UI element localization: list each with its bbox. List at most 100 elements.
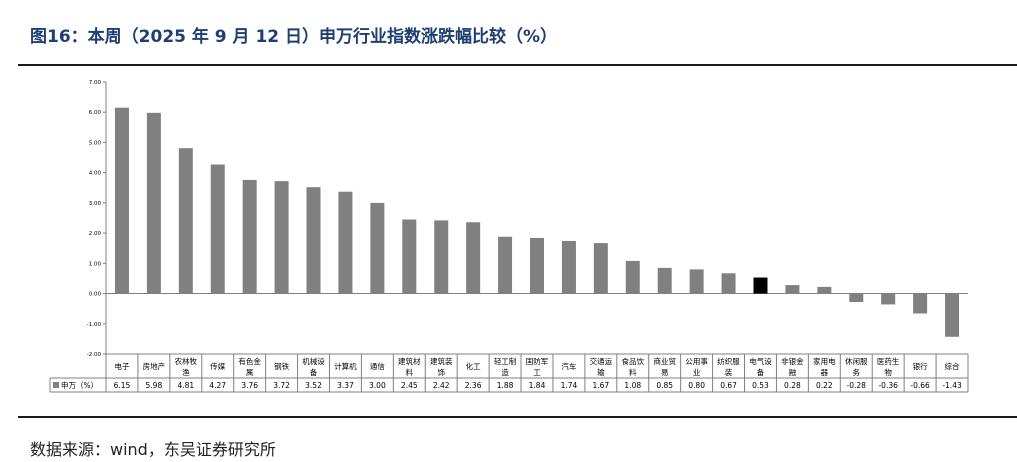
bar — [657, 267, 672, 294]
bar — [913, 293, 928, 314]
bar — [242, 179, 257, 294]
bar — [530, 237, 544, 294]
data-value-label: 0.53 — [752, 381, 769, 390]
category-label: 食品饮 — [622, 356, 645, 366]
category-label: 装 — [725, 367, 733, 377]
data-value-label: 3.76 — [241, 381, 258, 390]
bar — [434, 220, 449, 294]
category-label: 汽车 — [561, 361, 576, 371]
bar — [817, 286, 832, 294]
data-value-label: 2.45 — [401, 381, 418, 390]
bar — [849, 293, 864, 303]
bar — [753, 277, 768, 294]
category-label: 务 — [853, 367, 861, 377]
data-value-label: -0.28 — [847, 381, 867, 390]
category-label: 休闲服 — [845, 356, 868, 366]
bar — [338, 191, 353, 294]
category-label: 电气设 — [749, 356, 772, 366]
data-value-label: 3.52 — [305, 381, 322, 390]
y-tick-label: 1.00 — [89, 261, 102, 267]
category-label: 非银金 — [781, 356, 804, 366]
data-value-label: 0.67 — [720, 381, 737, 390]
y-tick-label: 2.00 — [89, 231, 102, 237]
category-label: 属 — [246, 368, 254, 377]
bar — [498, 236, 513, 294]
y-tick-label: -2.00 — [87, 352, 102, 358]
data-value-label: 4.27 — [209, 381, 226, 390]
category-label: 料 — [406, 367, 414, 377]
bar — [881, 293, 896, 305]
data-value-label: 0.22 — [816, 381, 833, 390]
category-label: 工 — [533, 368, 541, 377]
category-label: 料 — [629, 367, 637, 377]
bar — [561, 240, 576, 294]
top-divider — [18, 64, 1017, 66]
category-label: 家用电 — [813, 356, 836, 366]
data-value-label: 3.00 — [369, 381, 386, 390]
category-label: 建筑材 — [398, 356, 421, 366]
category-label: 公用事 — [685, 356, 708, 366]
bar — [689, 269, 704, 294]
legend-label: 申万（%） — [61, 380, 98, 390]
category-label: 商业贸 — [653, 356, 676, 366]
category-label: 器 — [821, 368, 829, 377]
y-tick-label: 5.00 — [89, 140, 102, 146]
category-label: 备 — [310, 367, 318, 377]
data-value-label: 3.37 — [337, 381, 354, 390]
data-value-label: 0.80 — [688, 381, 705, 390]
data-value-label: -0.66 — [910, 381, 930, 390]
data-value-label: 1.88 — [497, 381, 514, 390]
category-label: 计算机 — [334, 361, 357, 371]
category-label: 轻工制 — [494, 356, 517, 366]
data-value-label: 4.81 — [177, 381, 194, 390]
bar — [306, 187, 321, 294]
category-label: 电子 — [114, 361, 129, 371]
category-label: 农林牧 — [175, 356, 198, 366]
category-label: 物 — [884, 367, 892, 377]
data-value-label: 6.15 — [114, 381, 131, 390]
data-value-label: 1.67 — [593, 381, 610, 390]
data-value-label: 2.36 — [465, 381, 482, 390]
bar — [785, 285, 800, 294]
bar — [178, 148, 193, 294]
category-label: 易 — [661, 368, 669, 377]
y-tick-label: 7.00 — [89, 80, 102, 86]
data-value-label: -0.36 — [878, 381, 898, 390]
category-label: 渔 — [182, 367, 190, 377]
category-label: 纺织服 — [717, 356, 740, 366]
category-label: 融 — [789, 367, 797, 377]
bar — [593, 243, 608, 294]
data-value-label: 1.74 — [561, 381, 578, 390]
category-label: 饰 — [437, 367, 445, 377]
category-label: 化工 — [466, 361, 481, 371]
category-label: 通信 — [370, 361, 385, 371]
category-label: 国防军 — [526, 356, 549, 366]
category-label: 钢铁 — [274, 361, 289, 371]
y-tick-label: 3.00 — [89, 201, 102, 207]
category-label: 有色金 — [238, 356, 261, 366]
bar — [274, 181, 289, 294]
bar — [466, 222, 481, 294]
data-value-label: 1.08 — [624, 381, 641, 390]
data-value-label: 5.98 — [146, 381, 163, 390]
bottom-divider — [18, 416, 1017, 418]
data-value-label: 1.84 — [529, 381, 546, 390]
bar — [402, 219, 417, 294]
category-label: 机械设 — [302, 356, 325, 366]
data-value-label: 0.28 — [784, 381, 801, 390]
bar — [721, 273, 736, 294]
data-value-label: -1.43 — [942, 381, 962, 390]
source-note: 数据来源：wind，东吴证券研究所 — [30, 440, 276, 459]
bar — [114, 107, 129, 294]
data-value-label: 2.42 — [433, 381, 450, 390]
legend-key — [53, 382, 59, 388]
y-tick-label: 4.00 — [89, 171, 102, 177]
bar — [625, 260, 640, 294]
bar — [146, 112, 161, 294]
y-tick-label: -1.00 — [87, 322, 102, 328]
category-label: 传媒 — [210, 361, 225, 371]
data-value-label: 3.72 — [273, 381, 290, 390]
y-tick-label: 6.00 — [89, 110, 102, 116]
category-label: 备 — [757, 367, 765, 377]
